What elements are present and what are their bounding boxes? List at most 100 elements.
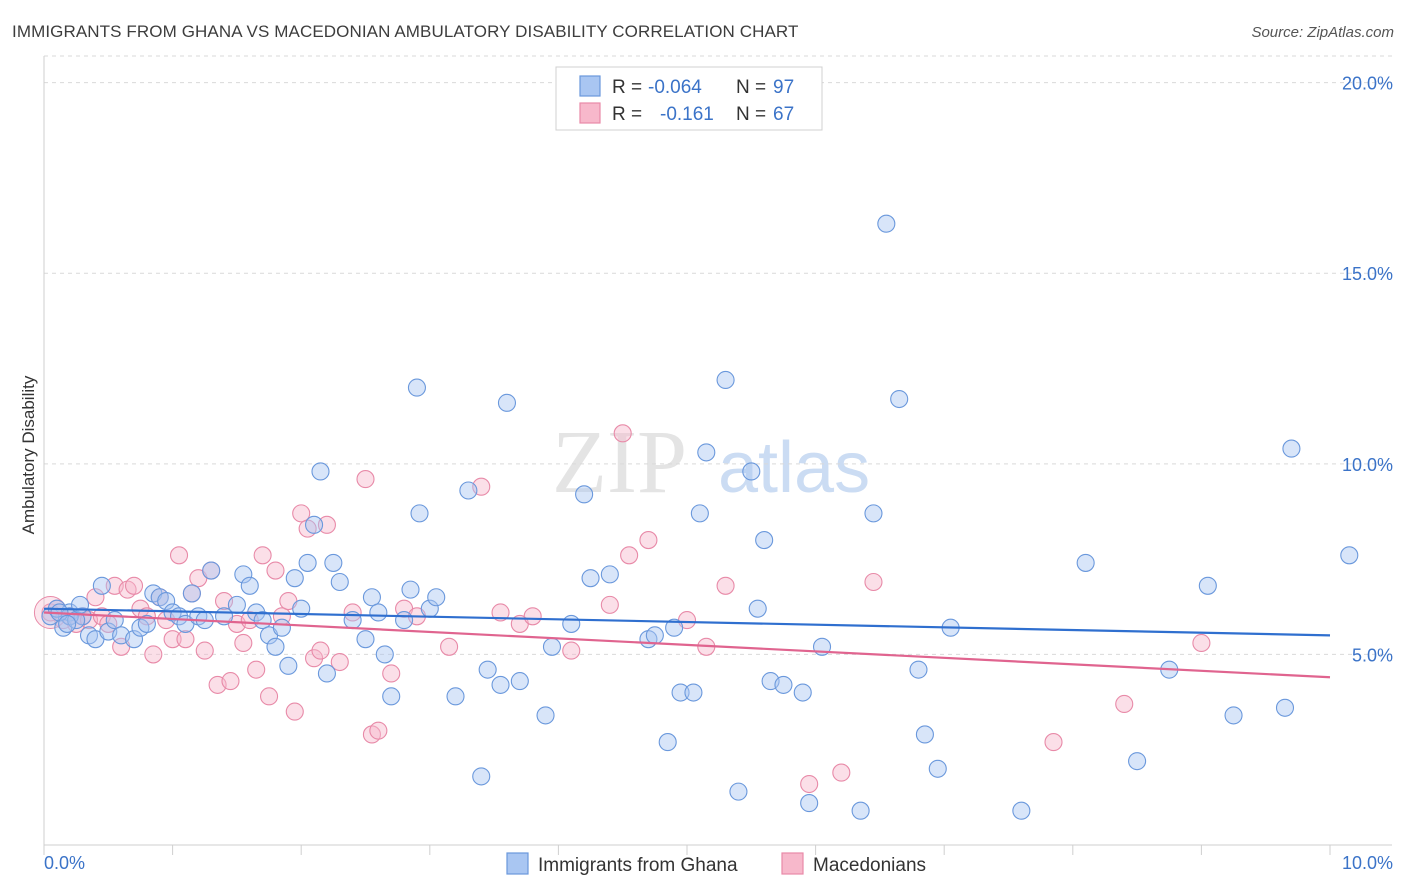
y-axis-label: Ambulatory Disability — [19, 375, 38, 534]
macedonians-point — [240, 611, 259, 630]
ghana-point — [285, 569, 304, 588]
legend-r-label-1: R = — [612, 77, 642, 98]
macedonians-point — [266, 561, 285, 580]
ghana-point — [1198, 576, 1217, 595]
bottom-legend-macedonians: Macedonians — [813, 855, 926, 876]
legend-r-value-2: -0.161 — [660, 104, 714, 125]
ghana-point — [157, 592, 176, 611]
macedonians-point — [292, 504, 311, 523]
ghana-point — [459, 481, 478, 500]
macedonians-point — [259, 687, 279, 706]
y-tick-label: 20.0% — [1342, 74, 1393, 94]
ghana-point — [330, 572, 349, 592]
macedonians-point — [305, 649, 324, 668]
ghana-trend-line — [43, 607, 1331, 637]
source-label: Source: ZipAtlas.com — [1251, 24, 1394, 41]
ghana-point — [864, 504, 883, 523]
ghana-point — [427, 588, 446, 607]
ghana-point — [665, 618, 684, 637]
x-tick-label: 10.0% — [1342, 853, 1393, 873]
ghana-point — [928, 759, 947, 778]
macedonians-trend-line — [43, 611, 1331, 679]
macedonians-point — [832, 763, 851, 782]
ghana-point — [581, 569, 600, 588]
macedonians-point — [1115, 694, 1134, 714]
macedonians-points — [33, 424, 1211, 794]
macedonians-point — [144, 645, 163, 664]
macedonians-point — [600, 595, 619, 614]
legend-r-label-2: R = — [612, 104, 642, 125]
ghana-point — [362, 588, 381, 607]
macedonians-point — [1192, 633, 1211, 653]
ghana-point — [851, 801, 870, 820]
legend-swatch-macedonians — [579, 102, 601, 124]
macedonians-point — [124, 576, 144, 595]
ghana-point — [491, 675, 510, 694]
ghana-point — [671, 683, 690, 702]
macedonians-point — [247, 660, 266, 679]
bottom-legend-swatch-ghana — [506, 852, 529, 875]
x-tick-label: 0.0% — [44, 853, 85, 873]
legend-n-value-1: 97 — [773, 77, 794, 98]
ghana-point — [67, 611, 86, 630]
macedonians-point — [176, 630, 195, 649]
ghana-point — [1128, 752, 1147, 771]
ghana-point — [124, 630, 144, 649]
correlation-legend: R = -0.064 N = 97 R = -0.161 N = 67 — [555, 66, 823, 131]
macedonians-point — [491, 603, 510, 622]
macedonians-point — [317, 515, 336, 534]
ghana-point — [410, 504, 429, 523]
ghana-point — [658, 733, 677, 752]
ghana-point — [356, 630, 375, 649]
ghana-point — [510, 672, 529, 691]
axes: 5.0% 10.0% 15.0% 20.0% 0.0% 10.0% — [43, 55, 1393, 873]
ghana-point — [375, 645, 394, 664]
ghana-point — [877, 214, 896, 233]
ghana-point — [748, 599, 767, 618]
ghana-point — [478, 660, 497, 679]
macedonians-point — [221, 672, 240, 691]
ghana-point — [1282, 439, 1301, 458]
bottom-legend-swatch-macedonians — [781, 852, 804, 875]
legend-r-value-1: -0.064 — [648, 77, 702, 98]
ghana-point — [793, 683, 812, 702]
ghana-point — [729, 782, 748, 801]
ghana-point — [58, 614, 77, 633]
ghana-point — [1012, 801, 1031, 820]
ghana-point — [1224, 706, 1243, 725]
macedonians-point — [169, 546, 189, 565]
macedonians-point — [285, 702, 304, 721]
trend-lines — [43, 607, 1331, 679]
legend-n-label-2: N = — [736, 104, 766, 125]
bottom-legend-ghana: Immigrants from Ghana — [538, 855, 738, 876]
ghana-point — [600, 565, 619, 584]
macedonians-point — [716, 576, 735, 595]
series-legend: Immigrants from Ghana Macedonians — [506, 852, 926, 876]
ghana-point — [1076, 553, 1095, 572]
ghana-point — [497, 393, 517, 412]
ghana-point — [890, 389, 909, 409]
ghana-point — [240, 576, 259, 595]
macedonians-point — [234, 633, 253, 653]
macedonians-point — [195, 641, 214, 660]
chart-title: IMMIGRANTS FROM GHANA VS MACEDONIAN AMBU… — [12, 22, 799, 41]
ghana-point — [382, 687, 401, 706]
ghana-point — [562, 614, 581, 633]
ghana-point — [105, 611, 124, 630]
ghana-point — [800, 794, 819, 813]
macedonians-point — [620, 546, 639, 565]
ghana-point — [1340, 546, 1359, 565]
macedonians-point — [86, 588, 105, 607]
ghana-point — [697, 443, 716, 462]
ghana-point — [446, 687, 465, 706]
macedonians-point — [800, 774, 819, 794]
ghana-point — [137, 614, 156, 633]
ghana-point — [407, 378, 426, 397]
ghana-point — [266, 637, 285, 656]
ghana-point — [369, 603, 388, 622]
ghana-point — [182, 584, 201, 603]
macedonians-point — [562, 641, 581, 660]
ghana-point — [234, 565, 253, 584]
ghana-point — [472, 767, 491, 786]
